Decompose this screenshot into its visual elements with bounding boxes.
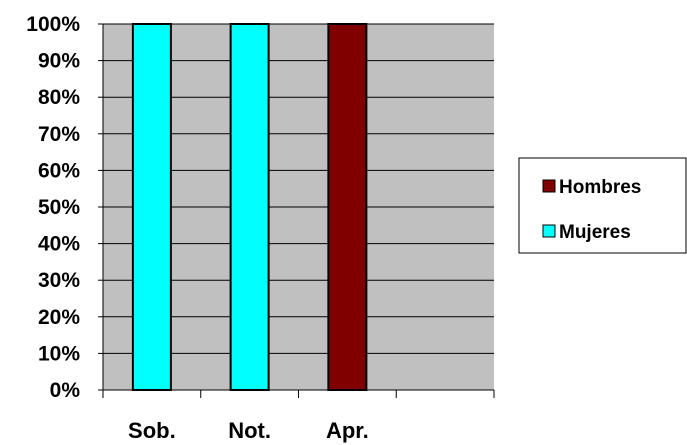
- bar-mujeres-0: [131, 23, 172, 391]
- y-tick-label: 40%: [38, 233, 80, 256]
- bar-hombres-2: [327, 23, 368, 391]
- y-tick-label: 0%: [50, 379, 81, 402]
- x-axis-category-labels: Sob. Not. Apr.: [128, 418, 369, 443]
- legend-swatch-mujeres: [542, 224, 556, 238]
- y-tick-label: 90%: [38, 50, 80, 73]
- legend: Hombres Mujeres: [518, 157, 687, 254]
- legend-label-hombres: Hombres: [559, 177, 641, 198]
- bar-mujeres-1: [229, 23, 270, 391]
- y-tick-label: 70%: [38, 123, 80, 146]
- y-tick-label: 60%: [38, 159, 80, 182]
- legend-swatch-hombres: [542, 179, 556, 193]
- axes: [102, 24, 495, 398]
- bars: [131, 23, 368, 391]
- y-tick-label: 100%: [26, 13, 80, 36]
- x-category-label: Sob.: [128, 418, 176, 443]
- y-tick-label: 10%: [38, 342, 80, 365]
- y-axis-tick-labels: 0% 10% 20% 30% 40% 50% 60% 70% 80% 90% 100%: [26, 13, 80, 402]
- x-category-label: Apr.: [326, 418, 369, 443]
- y-tick-label: 20%: [38, 306, 80, 329]
- y-tick-label: 30%: [38, 269, 80, 292]
- x-category-label: Not.: [228, 418, 271, 443]
- y-tick-label: 50%: [38, 196, 80, 219]
- legend-label-mujeres: Mujeres: [559, 222, 631, 243]
- y-tick-label: 80%: [38, 86, 80, 109]
